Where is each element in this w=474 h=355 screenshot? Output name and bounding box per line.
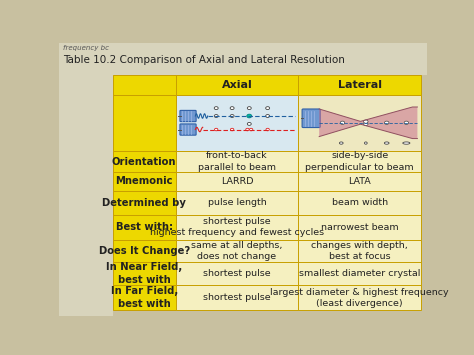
Bar: [176, 75, 298, 94]
Text: changes with depth,
best at focus: changes with depth, best at focus: [311, 241, 408, 261]
Circle shape: [230, 106, 234, 110]
Bar: [176, 94, 298, 151]
Circle shape: [214, 115, 218, 118]
Circle shape: [266, 115, 270, 118]
Circle shape: [404, 121, 409, 124]
FancyBboxPatch shape: [180, 124, 196, 135]
Text: front-to-back
parallel to beam: front-to-back parallel to beam: [198, 152, 276, 171]
Bar: [298, 94, 421, 151]
Bar: [112, 215, 176, 240]
Circle shape: [266, 128, 269, 131]
FancyBboxPatch shape: [59, 43, 427, 75]
Circle shape: [214, 106, 218, 110]
Circle shape: [340, 121, 345, 124]
Text: In Far Field,
best with: In Far Field, best with: [110, 286, 178, 309]
Bar: [176, 172, 298, 191]
Circle shape: [230, 128, 234, 131]
Text: Axial: Axial: [222, 80, 252, 90]
Text: shortest pulse: shortest pulse: [203, 293, 271, 302]
Text: LATA: LATA: [348, 177, 371, 186]
Circle shape: [249, 128, 253, 131]
Text: Orientation: Orientation: [112, 157, 176, 166]
FancyBboxPatch shape: [59, 43, 112, 316]
Circle shape: [384, 121, 389, 124]
Bar: [298, 240, 421, 262]
Text: frequency bc: frequency bc: [63, 45, 109, 51]
Circle shape: [364, 120, 368, 123]
Text: side-by-side
perpendicular to beam: side-by-side perpendicular to beam: [305, 152, 414, 171]
Bar: [176, 240, 298, 262]
Bar: [112, 262, 176, 285]
Circle shape: [364, 122, 368, 126]
Text: same at all depths,
does not change: same at all depths, does not change: [191, 241, 283, 261]
Text: Best with:: Best with:: [116, 222, 173, 233]
Bar: [112, 94, 176, 151]
Text: LARRD: LARRD: [221, 177, 253, 186]
Ellipse shape: [384, 142, 389, 144]
Ellipse shape: [403, 142, 410, 144]
Circle shape: [215, 128, 218, 131]
Bar: [298, 262, 421, 285]
FancyBboxPatch shape: [180, 110, 196, 122]
Text: largest diameter & highest frequency
(least divergence): largest diameter & highest frequency (le…: [270, 288, 449, 308]
Circle shape: [247, 106, 251, 110]
Bar: [112, 191, 176, 215]
Text: Lateral: Lateral: [337, 80, 382, 90]
Bar: [298, 215, 421, 240]
Circle shape: [266, 106, 270, 110]
Bar: [176, 191, 298, 215]
Bar: [298, 172, 421, 191]
Bar: [298, 285, 421, 311]
Ellipse shape: [339, 142, 343, 144]
Bar: [112, 151, 176, 172]
Circle shape: [247, 114, 252, 118]
Bar: [298, 75, 421, 94]
Ellipse shape: [365, 142, 367, 144]
Bar: [176, 285, 298, 311]
Text: narrowest beam: narrowest beam: [321, 223, 399, 232]
Text: beam width: beam width: [332, 198, 388, 207]
Bar: [112, 285, 176, 311]
Bar: [112, 172, 176, 191]
Bar: [298, 191, 421, 215]
Text: Determined by: Determined by: [102, 198, 186, 208]
Text: In Near Field,
best with: In Near Field, best with: [106, 262, 182, 285]
Text: smallest diameter crystal: smallest diameter crystal: [299, 269, 420, 278]
Bar: [112, 75, 176, 94]
Bar: [176, 262, 298, 285]
FancyBboxPatch shape: [302, 109, 320, 127]
Circle shape: [230, 115, 234, 118]
Circle shape: [246, 128, 249, 131]
Text: Table 10.2 Comparison of Axial and Lateral Resolution: Table 10.2 Comparison of Axial and Later…: [63, 55, 345, 65]
Text: Mnemonic: Mnemonic: [115, 176, 173, 186]
Text: pulse length: pulse length: [208, 198, 266, 207]
Text: Does It Change?: Does It Change?: [99, 246, 190, 256]
Bar: [298, 151, 421, 172]
Bar: [112, 240, 176, 262]
Text: shortest pulse
highest frequency and fewest cycles: shortest pulse highest frequency and few…: [150, 217, 324, 237]
Circle shape: [247, 122, 251, 125]
Text: shortest pulse: shortest pulse: [203, 269, 271, 278]
Bar: [176, 215, 298, 240]
Bar: [176, 151, 298, 172]
